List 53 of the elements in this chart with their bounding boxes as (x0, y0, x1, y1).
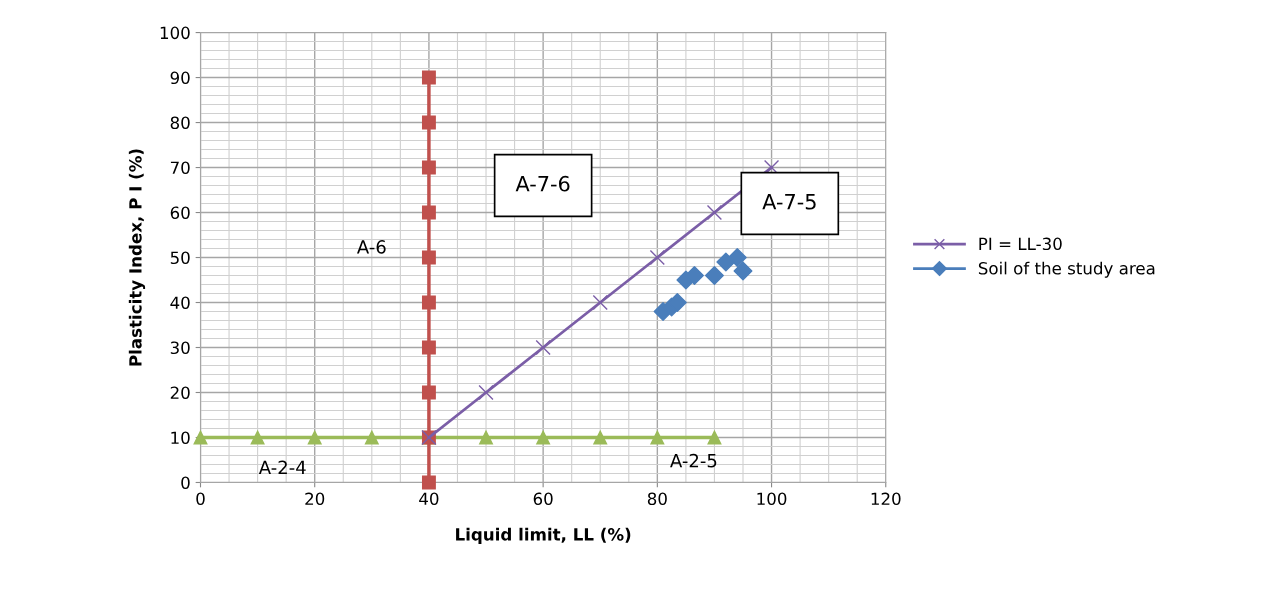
point (421, 295, 436, 310)
point (364, 430, 379, 445)
point (421, 160, 436, 175)
point (421, 340, 436, 355)
point (733, 261, 753, 281)
point (421, 70, 436, 85)
x-tick-label: 60 (533, 492, 553, 506)
x-tick-label: 100 (757, 492, 787, 506)
y-tick-label: 80 (170, 116, 190, 130)
point (650, 430, 665, 445)
y-tick-label: 30 (170, 341, 190, 355)
point (706, 204, 723, 221)
point (307, 430, 322, 445)
point (193, 430, 208, 445)
y-tick-label: 20 (170, 386, 190, 400)
legend-label: Soil of the study area (978, 261, 1155, 278)
point (421, 475, 436, 490)
y-tick-label: 70 (170, 161, 190, 175)
point (421, 205, 436, 220)
point (592, 294, 608, 311)
point (421, 250, 436, 265)
x-tick-label: 80 (647, 492, 667, 506)
y-tick-label: 0 (181, 476, 190, 490)
point (479, 430, 493, 445)
y-tick-label: 100 (160, 26, 190, 40)
x-tick-label: 120 (871, 492, 901, 506)
point (707, 430, 722, 445)
y-tick-label: 60 (170, 206, 190, 220)
y-tick-label: 40 (170, 296, 190, 310)
point (593, 430, 608, 445)
x-axis-title: Liquid limit, LL (%) (456, 527, 631, 544)
point (536, 430, 551, 445)
annotation: A-7-5 (762, 194, 816, 210)
point (649, 249, 665, 266)
y-tick-label: 50 (170, 251, 190, 265)
x-tick-label: 0 (196, 492, 205, 506)
annotation: A-2-4 (258, 460, 306, 474)
point (478, 384, 494, 401)
x-tick-label: 20 (305, 492, 325, 506)
annotation: A-7-6 (515, 175, 570, 192)
x-tick-label: 40 (419, 492, 439, 506)
legend-label: PI = LL-30 (979, 237, 1062, 251)
point (421, 385, 436, 400)
point (535, 339, 551, 356)
point (250, 430, 265, 445)
point (421, 115, 436, 130)
point (727, 248, 747, 267)
point (704, 266, 724, 285)
annotation: A-6 (356, 240, 386, 254)
y-tick-label: 10 (171, 431, 190, 445)
annotation: A-2-5 (670, 453, 717, 468)
y-axis-title: Plasticity Index, P I (%) (128, 149, 146, 366)
y-tick-label: 90 (170, 71, 190, 85)
